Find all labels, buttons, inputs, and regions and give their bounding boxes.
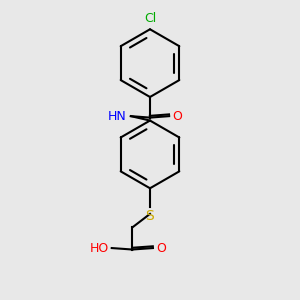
Text: O: O	[157, 242, 166, 254]
Text: O: O	[173, 110, 182, 123]
Text: HN: HN	[108, 110, 126, 123]
Text: Cl: Cl	[144, 12, 156, 25]
Text: S: S	[146, 209, 154, 223]
Text: HO: HO	[90, 242, 110, 254]
